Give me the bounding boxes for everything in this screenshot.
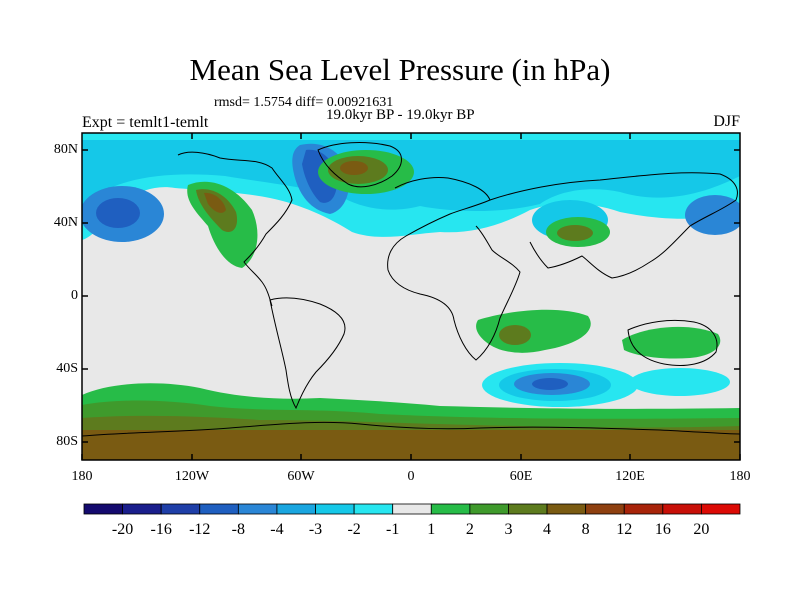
australia-high: [622, 326, 721, 359]
sio-low-east: [630, 368, 730, 396]
colorbar-box-7: [353, 503, 394, 515]
period-text: 19.0kyr BP - 19.0kyr BP: [326, 107, 475, 123]
colorbar-label: -3: [308, 521, 323, 538]
colorbar-box-16: [701, 503, 741, 515]
greenland-high-peak: [340, 161, 368, 175]
colorbar-label: -1: [386, 521, 400, 538]
pacific-low-west-core: [96, 198, 140, 228]
pressure-field: [82, 133, 740, 460]
lat-label-80s: 80S: [56, 434, 78, 449]
lat-label-40s: 40S: [56, 361, 78, 376]
colorbar-label: 1: [427, 521, 436, 538]
colorbar-box-11: [508, 503, 548, 515]
season-label: DJF: [713, 113, 740, 130]
colorbar-label: 2: [465, 521, 474, 538]
colorbar-label: 8: [581, 521, 590, 538]
sio-low-core: [532, 378, 568, 390]
antarctica-coast: [82, 421, 740, 437]
axis-ticks: [81, 133, 741, 460]
colorbar-label: -20: [111, 521, 134, 538]
colorbar-label: 3: [504, 521, 513, 538]
lon-label-180e: 180: [729, 469, 751, 484]
colorbar-label: -4: [270, 521, 284, 538]
asia-coast: [489, 172, 738, 279]
colorbar-box-3: [199, 503, 239, 515]
colorbar-label: 16: [654, 521, 671, 538]
lon-label-120e: 120E: [615, 469, 645, 484]
colorbar-label: -12: [189, 521, 211, 538]
lat-label-0: 0: [71, 288, 78, 303]
lon-label-60e: 60E: [509, 469, 533, 484]
colorbar-label: -8: [231, 521, 245, 538]
page-title: Mean Sea Level Pressure (in hPa): [189, 52, 611, 87]
experiment-label: Expt = temlt1-temlt: [82, 114, 209, 131]
lon-label-120w: 120W: [174, 469, 210, 484]
colorbar-label: 4: [543, 521, 552, 538]
colorbar-label: -2: [347, 521, 361, 538]
greenland-coast: [317, 142, 402, 188]
north-america-coast: [177, 151, 293, 307]
na-high-peak: [204, 192, 226, 213]
colorbar-box-8: [392, 503, 432, 515]
coastlines: [82, 142, 740, 437]
tibet-high-core: [557, 225, 593, 241]
stats-text: rmsd= 1.5754 diff= 0.00921631: [214, 95, 394, 110]
colorbar-box-14: [623, 503, 664, 515]
colorbar-label: -16: [150, 521, 172, 538]
safrica-high-core: [499, 325, 531, 345]
australia-coast: [627, 319, 718, 366]
colorbar-box-1: [122, 503, 162, 515]
south-america-coast: [269, 297, 346, 410]
lat-label-40n: 40N: [53, 215, 78, 230]
colorbar-box-2: [160, 503, 201, 515]
south-positive-band-4: [82, 430, 740, 460]
colorbar-box-5: [276, 503, 316, 515]
colorbar-box-6: [315, 503, 355, 515]
colorbar-label: 12: [616, 521, 633, 538]
lon-label-60w: 60W: [287, 469, 315, 484]
colorbar-box-9: [430, 503, 471, 515]
colorbar-box-4: [237, 503, 278, 515]
lat-label-80n: 80N: [53, 142, 78, 157]
colorbar-box-10: [469, 503, 509, 515]
lon-label-0: 0: [407, 469, 415, 484]
colorbar-box-13: [585, 503, 625, 515]
lon-label-180w: 180: [71, 469, 93, 484]
colorbar-box-12: [546, 503, 587, 515]
pacific-low-east: [685, 195, 740, 235]
colorbar-label: 20: [693, 521, 710, 538]
colorbar-box-15: [662, 503, 702, 515]
colorbar-box-0: [83, 503, 123, 515]
colorbar: [83, 503, 741, 515]
